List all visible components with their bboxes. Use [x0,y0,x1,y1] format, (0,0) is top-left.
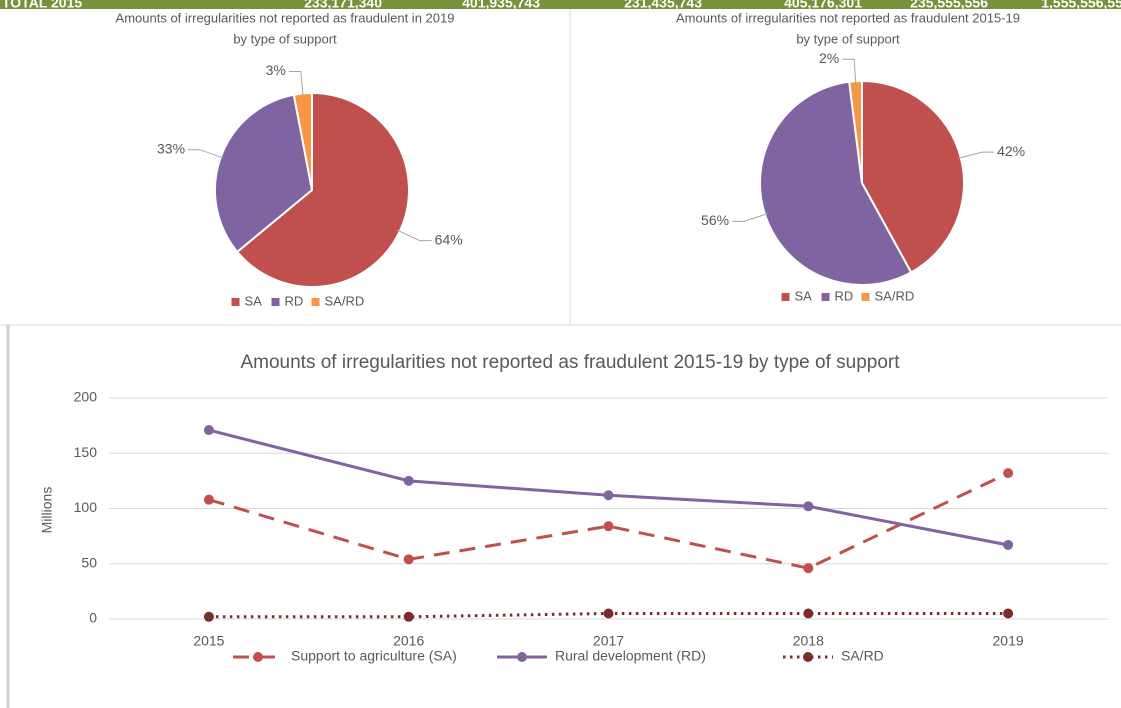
x-tick-label: 2019 [993,633,1024,649]
legend-label: SA [795,288,813,303]
series-marker [1003,468,1014,479]
header-band [0,0,1121,10]
y-tick-label: 200 [74,389,98,405]
legend-label: Support to agriculture (SA) [291,648,457,664]
chart-title: Amounts of irregularities not reported a… [116,10,455,25]
header-value: 233,171,340 [304,0,382,11]
chart-title: Amounts of irregularities not reported a… [676,10,1020,25]
chart-subtitle: by type of support [796,31,900,46]
series-marker [403,475,414,486]
y-axis-label: Millions [39,487,55,534]
legend-label: SA/RD [325,293,365,308]
series-marker [403,611,414,622]
data-label: 3% [266,62,286,78]
legend-label: SA [245,293,263,308]
series-marker [203,494,214,505]
data-label: 64% [435,231,463,247]
leader-line [288,71,304,97]
series-marker [603,608,614,619]
legend-label: Rural development (RD) [555,648,706,664]
data-label: 33% [157,140,185,156]
header-value: 401,935,743 [462,0,540,11]
data-label: 2% [819,50,839,66]
series-marker [603,521,614,532]
legend-marker [803,652,813,662]
y-tick-label: 150 [74,444,98,460]
leader-line [957,151,995,159]
legend-label: SA/RD [841,648,884,664]
legend-swatch [861,293,870,301]
header-value: 231,435,743 [624,0,702,11]
header-value: 405,176,301 [784,0,862,11]
chart-title: Amounts of irregularities not reported a… [240,352,900,373]
data-label: 42% [997,143,1025,159]
legend-swatch [821,293,830,301]
chart-subtitle: by type of support [233,31,337,46]
legend-swatch [271,298,280,306]
x-tick-label: 2016 [393,633,424,649]
series-line [208,471,1009,570]
leader-line [732,213,768,222]
x-tick-label: 2017 [593,633,624,649]
y-tick-label: 0 [89,610,97,626]
legend-marker [253,652,263,662]
data-label: 56% [701,212,729,228]
header-label: TOTAL 2015 [2,0,82,11]
legend-label: SA/RD [875,288,915,303]
legend-marker [517,652,527,662]
header-value: 1,555,556,55 [1041,0,1121,11]
series-marker [1003,608,1014,619]
series-marker [803,501,814,512]
series-marker [1003,539,1014,550]
legend-swatch [311,298,320,306]
series-marker [203,611,214,622]
legend-label: RD [285,293,304,308]
legend-label: RD [835,288,854,303]
series-marker [803,608,814,619]
legend-swatch [781,293,790,301]
x-tick-label: 2015 [193,633,224,649]
series-marker [203,425,214,436]
leader-line [188,149,224,159]
leader-line [842,58,857,85]
header-value: 235,555,556 [910,0,988,11]
y-tick-label: 100 [74,499,98,515]
legend-swatch [231,298,240,306]
x-tick-label: 2018 [793,633,824,649]
leader-line [396,229,432,242]
series-marker [403,554,414,565]
series-marker [603,490,614,501]
y-tick-label: 50 [81,554,97,570]
series-marker [803,563,814,574]
